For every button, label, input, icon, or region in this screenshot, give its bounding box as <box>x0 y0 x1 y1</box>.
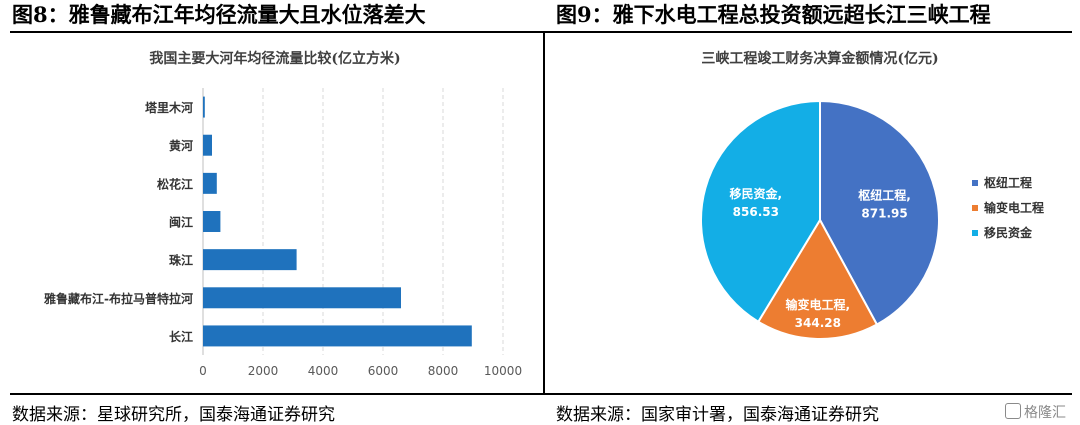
x-tick-label: 4000 <box>308 364 339 378</box>
legend-swatch <box>972 205 978 211</box>
slice-value-label: 871.95 <box>861 207 907 221</box>
y-tick-label: 松花江 <box>157 176 193 191</box>
y-tick-label: 闽江 <box>169 215 193 230</box>
legend-label: 移民资金 <box>984 225 1033 240</box>
legend-label: 枢纽工程 <box>984 175 1032 190</box>
pie-chart: 枢纽工程, 871.95 输变电工程, 344.28 移民资金, 856.53 枢纽工程输变… <box>700 99 1044 340</box>
bar <box>203 211 221 232</box>
bar <box>203 134 212 156</box>
legend-label: 输变电工程 <box>984 200 1044 215</box>
slice-label: 枢纽工程, <box>858 188 911 203</box>
bar <box>203 96 205 118</box>
y-tick-label: 黄河 <box>169 138 193 153</box>
x-tick-label: 0 <box>199 364 207 378</box>
bar <box>203 249 297 271</box>
watermark-text: 格隆汇 <box>1024 405 1066 421</box>
y-tick-label: 雅鲁藏布江-布拉马普特拉河 <box>43 291 193 306</box>
legend-swatch <box>972 180 978 186</box>
left-source-note: 数据来源：星球研究所，国泰海通证券研究 <box>12 405 335 425</box>
x-tick-label: 10000 <box>484 364 522 378</box>
slice-label: 移民资金, <box>730 186 783 201</box>
slice-label: 输变电工程, <box>786 297 851 312</box>
panel-divider <box>543 31 545 395</box>
pie-slice <box>756 217 879 340</box>
x-tick-label: 2000 <box>248 364 279 378</box>
slice-value-label: 344.28 <box>795 316 841 330</box>
x-tick-label: 8000 <box>428 364 459 378</box>
bottom-rule <box>10 393 1072 395</box>
watermark-logo-icon <box>1005 403 1021 419</box>
pie-slice <box>819 99 940 326</box>
x-tick-label: 6000 <box>368 364 399 378</box>
slice-value-label: 856.53 <box>733 205 779 219</box>
watermark: 格隆汇 <box>1005 402 1066 422</box>
bar <box>203 172 217 194</box>
bar <box>203 287 401 309</box>
y-tick-label: 长江 <box>169 329 193 344</box>
bar <box>203 325 472 347</box>
right-figure-title: 图9：雅下水电工程总投资额远超长江三峡工程 <box>556 2 991 27</box>
pie-chart-title: 三峡工程竣工财务决算金额情况(亿元) <box>701 51 939 67</box>
bar-chart-title: 我国主要大河年均径流量比较(亿立方米) <box>149 51 401 67</box>
y-tick-label: 塔里木河 <box>145 100 193 115</box>
right-source-note: 数据来源：国家审计署，国泰海通证券研究 <box>556 405 879 425</box>
pie-slice <box>700 99 821 324</box>
y-tick-label: 珠江 <box>169 253 193 268</box>
left-figure-title: 图8：雅鲁藏布江年均径流量大且水位落差大 <box>12 2 426 27</box>
legend-swatch <box>972 230 978 236</box>
bar-chart: 0 2000 4000 6000 8000 10000 塔里木河黄河松花江闽江珠江雅鲁藏布江… <box>43 88 522 378</box>
top-rule <box>10 31 1072 33</box>
